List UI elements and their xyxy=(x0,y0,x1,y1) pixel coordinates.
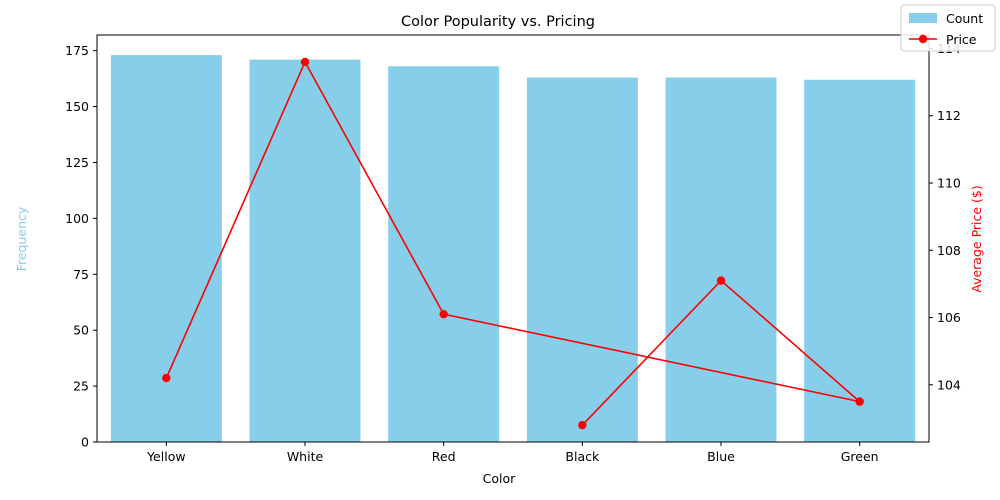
y2-axis-label: Average Price ($) xyxy=(969,185,984,292)
legend-label-count: Count xyxy=(946,11,983,26)
y-tick-label: 0 xyxy=(81,435,89,450)
y-tick-label: 100 xyxy=(65,211,89,226)
price-line xyxy=(165,60,863,426)
bar xyxy=(249,59,361,442)
bar-series xyxy=(110,55,916,443)
price-point xyxy=(578,420,587,430)
y2-ticks: 104106108110112114 xyxy=(929,41,961,392)
x-tick-label: Black xyxy=(565,449,600,464)
legend: Count Price xyxy=(900,4,996,52)
bar xyxy=(804,79,916,442)
y-tick-label: 75 xyxy=(73,267,89,282)
x-tick-label: Yellow xyxy=(146,449,185,464)
bar xyxy=(110,55,222,442)
x-tick-label: Blue xyxy=(707,449,735,464)
bar xyxy=(526,77,638,442)
y2-tick-label: 110 xyxy=(937,176,961,191)
x-tick-label: Red xyxy=(432,449,456,464)
y-tick-label: 150 xyxy=(65,99,89,114)
y-tick-label: 175 xyxy=(65,43,89,58)
price-point xyxy=(439,309,448,319)
y2-tick-label: 108 xyxy=(937,243,961,258)
y2-tick-label: 112 xyxy=(937,108,961,123)
y-tick-label: 50 xyxy=(73,323,89,338)
legend-label-price: Price xyxy=(946,32,977,47)
x-ticks: Yellow White Red Black Blue Green xyxy=(146,442,879,464)
plot-frame xyxy=(96,34,930,443)
legend-marker-price xyxy=(918,34,928,44)
price-point xyxy=(162,373,171,383)
y-tick-label: 125 xyxy=(65,155,89,170)
y2-tick-label: 104 xyxy=(937,377,961,392)
x-tick-label: White xyxy=(287,449,324,464)
x-tick-label: Green xyxy=(841,449,879,464)
chart-title: Color Popularity vs. Pricing xyxy=(401,14,595,30)
x-axis-label: Color xyxy=(483,471,516,486)
price-point xyxy=(716,276,726,285)
legend-swatch-count xyxy=(909,13,937,23)
bar xyxy=(388,66,500,443)
y-axis-label: Frequency xyxy=(14,206,29,271)
axes-frame xyxy=(96,34,930,443)
line-series xyxy=(162,57,864,430)
y2-tick-label: 106 xyxy=(937,310,961,325)
price-point xyxy=(855,397,864,406)
bar xyxy=(665,77,777,442)
y-ticks: 0 25 50 75 100 125 150 175 xyxy=(65,43,97,450)
price-point xyxy=(300,57,310,67)
y-tick-label: 25 xyxy=(73,379,89,394)
